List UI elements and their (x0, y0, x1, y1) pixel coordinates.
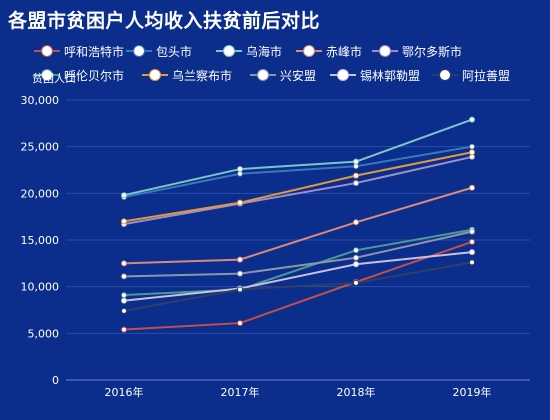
legend-label: 锡林郭勒盟 (360, 68, 421, 83)
legend-item[interactable]: 包头市 (126, 44, 193, 59)
data-point (353, 247, 359, 254)
y-tick-label: 20,000 (21, 187, 60, 200)
series-line-1 (123, 240, 473, 331)
y-tick-label: 30,000 (21, 94, 60, 107)
data-point (121, 297, 127, 304)
series-line-10 (123, 261, 473, 312)
data-point (353, 261, 359, 268)
data-point (237, 166, 243, 173)
series-line-7 (123, 151, 473, 223)
data-point (121, 192, 127, 199)
legend-item[interactable]: 乌海市 (216, 44, 283, 59)
legend-label: 赤峰市 (326, 44, 363, 59)
legend-marker-icon (126, 44, 152, 58)
data-point (469, 143, 475, 150)
y-tick-label: 5,000 (28, 327, 60, 340)
legend-marker-icon (142, 68, 168, 82)
legend-marker-icon (216, 44, 242, 58)
data-point (353, 158, 359, 165)
data-point (353, 180, 359, 187)
series-line-4 (123, 186, 473, 265)
data-point (469, 184, 475, 191)
legend-label: 乌海市 (246, 44, 283, 59)
legend-item[interactable]: 呼伦贝尔市 (34, 68, 125, 83)
legend-marker-icon (250, 68, 276, 82)
legend-label: 鄂尔多斯市 (402, 44, 463, 59)
legend-marker-icon (34, 44, 60, 58)
data-point (121, 292, 127, 299)
series-line-8 (123, 230, 473, 278)
legend-marker-icon (34, 68, 60, 82)
legend-marker-icon (372, 44, 398, 58)
legend-item[interactable]: 阿拉善盟 (432, 68, 511, 83)
legend-label: 兴安盟 (280, 68, 317, 83)
legend-item[interactable]: 鄂尔多斯市 (372, 44, 463, 59)
legend-label: 阿拉善盟 (462, 68, 511, 83)
data-point (121, 218, 127, 225)
x-tick-label: 2016年 (105, 385, 144, 399)
legend-marker-icon (330, 68, 356, 82)
series-line-2 (123, 145, 473, 199)
data-point (237, 199, 243, 206)
data-point (469, 238, 475, 245)
x-tick-label: 2019年 (453, 385, 492, 399)
series-line-6 (123, 228, 473, 297)
x-tick-label: 2017年 (221, 385, 260, 399)
data-point (237, 286, 243, 293)
y-axis-label: 贫困人口 (32, 71, 76, 85)
data-point (353, 279, 359, 286)
legend-item[interactable]: 兴安盟 (250, 68, 317, 83)
legend-item[interactable]: 锡林郭勒盟 (330, 68, 421, 83)
y-tick-label: 10,000 (21, 281, 60, 294)
chart-title: 各盟市贫困户人均收入扶贫前后对比 (8, 10, 321, 32)
y-tick-label: 0 (52, 374, 59, 387)
data-point (353, 172, 359, 179)
legend-item[interactable]: 呼和浩特市 (34, 44, 125, 59)
data-point (353, 254, 359, 261)
legend-item[interactable]: 乌兰察布市 (142, 68, 233, 83)
data-point (237, 270, 243, 277)
y-tick-label: 15,000 (21, 234, 60, 247)
legend-item[interactable]: 赤峰市 (296, 44, 363, 59)
series-line-3 (123, 118, 473, 197)
chart-legend: 呼和浩特市 包头市 乌海市 赤峰市 鄂尔多斯市呼伦贝尔市 乌兰察布市 兴安盟 锡林郭勒盟 阿拉善… (0, 40, 550, 90)
series-line-5 (123, 155, 473, 226)
data-point (121, 273, 127, 280)
data-point (469, 149, 475, 156)
legend-label: 乌兰察布市 (172, 68, 233, 83)
legend-label: 包头市 (156, 44, 193, 59)
legend-marker-icon (432, 68, 458, 82)
data-point (237, 256, 243, 263)
x-tick-label: 2018年 (337, 385, 376, 399)
data-point (469, 249, 475, 256)
data-point (121, 260, 127, 267)
legend-marker-icon (296, 44, 322, 58)
y-tick-label: 25,000 (21, 141, 60, 154)
data-point (121, 307, 127, 314)
data-point (469, 228, 475, 235)
data-point (121, 326, 127, 333)
legend-label: 呼和浩特市 (64, 44, 125, 59)
data-point (353, 219, 359, 226)
data-point (469, 116, 475, 123)
legend-label: 呼伦贝尔市 (64, 68, 125, 83)
series-line-9 (123, 251, 473, 302)
data-point (469, 259, 475, 266)
data-point (237, 320, 243, 327)
